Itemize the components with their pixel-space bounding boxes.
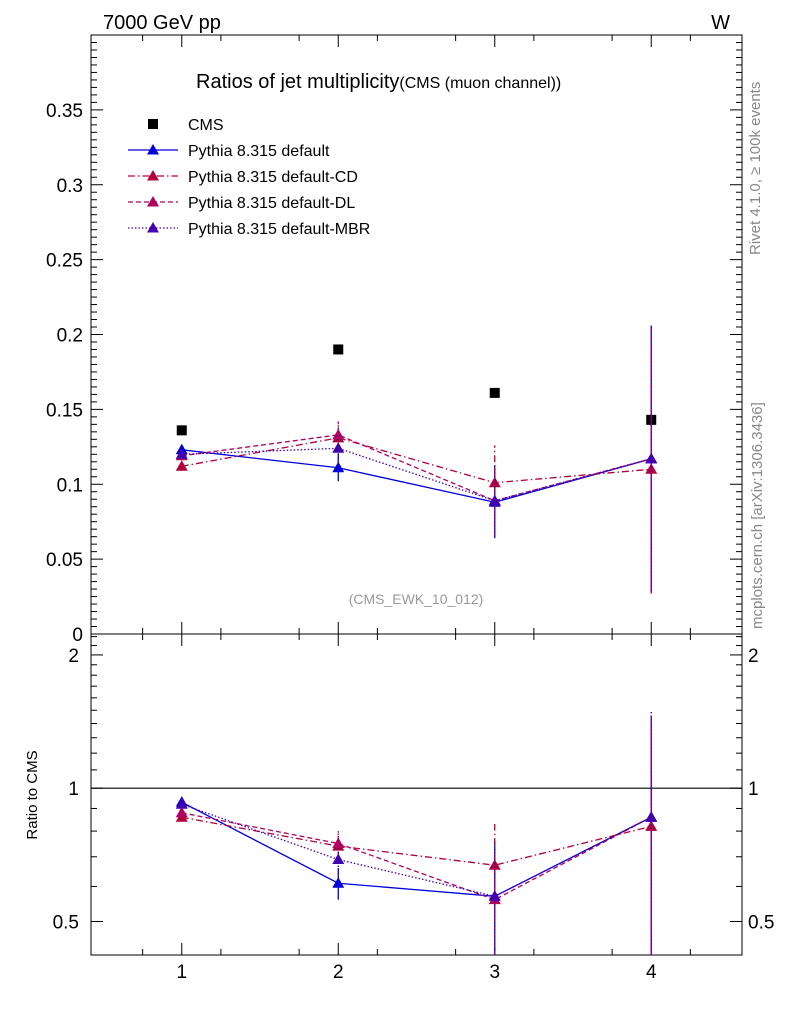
ratio-y-tick-label-right: 1 <box>748 779 759 800</box>
legend-label: Pythia 8.315 default-CD <box>188 169 358 186</box>
y-tick-label: 0.1 <box>57 475 83 496</box>
data-point <box>488 494 501 506</box>
ratio-data-point <box>332 853 345 865</box>
data-point <box>175 460 188 471</box>
chart-title-sub: (CMS (muon channel)) <box>399 75 561 92</box>
ratio-series-line <box>181 801 652 897</box>
ratio-series-line <box>181 812 652 901</box>
series-line <box>181 437 652 484</box>
legend-label: Pythia 8.315 default <box>188 143 330 160</box>
data-point-cms <box>333 344 344 355</box>
y-tick-label: 0 <box>72 625 83 646</box>
x-tick-label: 4 <box>646 962 657 983</box>
ratio-series-line <box>181 816 652 866</box>
chart-title-main: Ratios of jet multiplicity <box>196 71 399 93</box>
legend-label: Pythia 8.315 default-MBR <box>188 221 370 238</box>
y-tick-label: 0.25 <box>46 251 83 272</box>
x-tick-label: 1 <box>176 962 187 983</box>
x-tick-label: 2 <box>333 962 344 983</box>
ratio-y-tick-label: 0.5 <box>53 912 79 933</box>
ratio-y-tick-label-right: 2 <box>748 646 759 667</box>
legend: CMS Pythia 8.315 default Pythia 8.315 defa… <box>128 117 370 238</box>
ratio-data-point <box>175 798 188 809</box>
ratio-y-tick-label-right: 0.5 <box>748 912 774 933</box>
legend-label: Pythia 8.315 default-DL <box>188 195 355 212</box>
ratio-data-point <box>175 806 188 818</box>
ratio-data-point <box>332 877 345 888</box>
ratio-ylabel: Ratio to CMS <box>24 750 41 839</box>
ratio-y-tick-label: 2 <box>68 646 79 667</box>
ratio-data-point <box>488 890 501 901</box>
y-tick-label: 0.15 <box>46 400 83 421</box>
side-text-top: Rivet 4.1.0, ≥ 100k events <box>747 82 764 255</box>
legend-marker <box>147 170 159 181</box>
data-point <box>332 428 345 440</box>
y-tick-label: 0.35 <box>46 101 83 122</box>
x-tick-label: 3 <box>489 962 500 983</box>
y-tick-label: 0.3 <box>57 176 83 197</box>
data-point-cms <box>176 425 187 436</box>
header-left: 7000 GeV pp <box>103 12 221 34</box>
axes-ticks: 0 0.05 0.1 0.15 0.2 0.25 0.3 0.35 1 2 3 4 0.5 0.5 1 1 2 2 <box>46 34 774 983</box>
main-plot-layer <box>175 325 658 594</box>
legend-marker <box>147 196 159 207</box>
data-point <box>332 442 345 453</box>
legend-marker <box>147 222 159 233</box>
data-point <box>488 476 501 488</box>
data-point-cms <box>489 387 500 398</box>
analysis-watermark: (CMS_EWK_10_012) <box>349 591 484 607</box>
ratio-y-tick-label: 1 <box>68 779 79 800</box>
legend-marker <box>147 144 159 155</box>
legend-marker <box>148 119 158 129</box>
legend-label: CMS <box>188 117 224 134</box>
ratio-data-point <box>645 811 658 822</box>
series-line <box>181 447 652 502</box>
data-point <box>332 461 345 473</box>
y-tick-label: 0.2 <box>57 326 83 347</box>
data-point <box>175 448 188 459</box>
ratio-plot-layer <box>91 711 742 955</box>
ratio-series-line <box>181 803 652 897</box>
series-line <box>181 449 652 503</box>
y-tick-label: 0.05 <box>46 550 83 571</box>
ratio-panel-frame <box>90 633 743 956</box>
data-point <box>645 452 658 464</box>
chart-title: Ratios of jet multiplicity(CMS (muon cha… <box>196 71 561 93</box>
header-right: W <box>711 12 730 34</box>
series-line <box>181 434 652 502</box>
ratio-data-point <box>332 837 345 849</box>
side-text-bottom: mcplots.cern.ch [arXiv:1306.3436] <box>749 402 766 629</box>
